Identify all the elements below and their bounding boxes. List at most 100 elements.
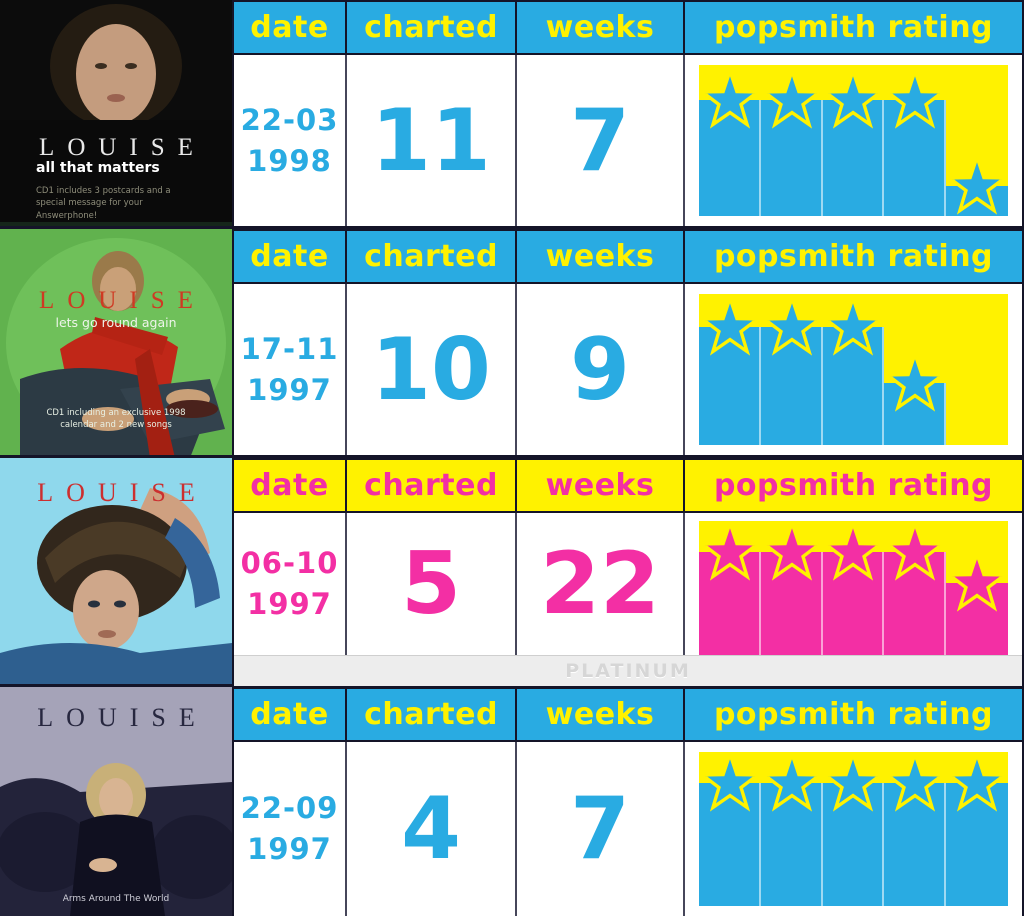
popsmith-rating-bars (699, 521, 1008, 655)
scarf-shape (135, 349, 175, 455)
face-shape (100, 267, 136, 311)
rating-bar (884, 383, 947, 445)
stats-table: date charted weeks popsmith rating 06-10… (232, 458, 1024, 686)
stats-table: date charted weeks popsmith rating 22-09… (232, 687, 1024, 916)
stats-table: date charted weeks popsmith rating 22-03… (232, 0, 1024, 226)
rating-cell (685, 284, 1022, 455)
header-date: date (234, 231, 347, 282)
face-shape (76, 24, 156, 124)
album-cover-lets-go-round-again: LOUISE lets go round again CD1 including… (0, 229, 232, 455)
popsmith-rating-bars (699, 752, 1008, 906)
rating-bar (699, 327, 761, 445)
rating-star-icon (699, 521, 761, 581)
rating-bar-slot (946, 294, 1008, 445)
release-row-lets-go-round-again: LOUISE lets go round again CD1 including… (0, 229, 1024, 458)
rating-star-icon (884, 521, 947, 581)
rating-bar-slot (884, 65, 947, 216)
rating-bar-slot (822, 65, 885, 216)
foot-shape (82, 407, 134, 431)
weeks-cell: 22 (517, 513, 685, 655)
date-line: 1997 (247, 587, 332, 621)
rating-bar-slot (946, 521, 1008, 655)
table-header: date charted weeks popsmith rating (234, 0, 1022, 55)
rating-bar (699, 99, 761, 216)
table-row: 22-09 1997 4 7 (234, 742, 1022, 916)
table-header: date charted weeks popsmith rating (234, 687, 1022, 742)
header-charted: charted (347, 2, 517, 53)
cover-photo (0, 229, 232, 455)
rating-bar-slot (699, 752, 761, 906)
date-line: 22-09 (240, 791, 339, 825)
charted-cell: 10 (347, 284, 517, 455)
cover-photo (0, 687, 232, 916)
date-cell: 17-11 1997 (234, 284, 347, 455)
rating-bar-slot (760, 294, 823, 445)
rating-bar-slot (760, 521, 823, 655)
rating-bar-slot (699, 521, 761, 655)
rating-star-icon (699, 67, 761, 129)
header-popsmith-rating: popsmith rating (713, 239, 994, 274)
rating-bar-slot (946, 65, 1008, 216)
header-charted: charted (347, 231, 517, 282)
rating-bar (822, 782, 885, 906)
rating-star-icon (822, 295, 885, 356)
charted-cell: 4 (347, 742, 517, 916)
rating-bar-slot (822, 752, 885, 906)
rating-bar (822, 551, 885, 655)
rating-star-icon (760, 752, 823, 812)
stats-table: date charted weeks popsmith rating 17-11… (232, 229, 1024, 455)
cover-caption: CD1 includes 3 postcards and a special m… (36, 186, 171, 221)
header-weeks: weeks (517, 689, 685, 740)
rating-bar (760, 551, 823, 655)
rating-cell (685, 513, 1022, 655)
date-cell: 06-10 1997 (234, 513, 347, 655)
date-line: 17-11 (240, 331, 339, 366)
rating-star-icon (699, 295, 761, 356)
date-line: 1997 (247, 832, 332, 866)
rating-bar (822, 99, 885, 216)
weeks-cell: 9 (517, 284, 685, 455)
face-shape (99, 778, 133, 820)
cover-artist: LOUISE (37, 478, 208, 507)
header-date: date (234, 2, 347, 53)
table-row: 17-11 1997 10 9 (234, 284, 1022, 455)
hand-shape (89, 858, 117, 872)
rating-bar (760, 327, 823, 445)
date-line: 06-10 (240, 546, 339, 580)
rating-bar (884, 99, 947, 216)
date-cell: 22-09 1997 (234, 742, 347, 916)
rating-bar (822, 327, 885, 445)
table-header: date charted weeks popsmith rating (234, 458, 1022, 513)
rating-bar (760, 782, 823, 906)
rating-star-icon (699, 752, 761, 812)
cover-title: Arms Around The World (62, 894, 170, 904)
popsmith-rating-bars (699, 65, 1008, 216)
cover-photo (0, 0, 232, 226)
cover-title: lets go round again (55, 315, 177, 330)
rating-bar-slot (822, 294, 885, 445)
table-header: date charted weeks popsmith rating (234, 229, 1022, 284)
rating-star-icon (760, 67, 823, 129)
rating-bar (884, 782, 947, 906)
rating-bar-slot (699, 65, 761, 216)
rating-cell (685, 55, 1022, 226)
rating-bar-slot (760, 752, 823, 906)
rating-star-icon (884, 67, 947, 129)
rating-bar-slot (699, 294, 761, 445)
header-date: date (234, 689, 347, 740)
album-cover-blue: LOUISE (0, 458, 232, 684)
header-charted: charted (347, 460, 517, 511)
release-row-all-that-matters: LOUISE all that matters CD1 includes 3 p… (0, 0, 1024, 229)
rating-bar-slot (884, 752, 947, 906)
cover-artist: LOUISE (39, 287, 206, 314)
rating-cell (685, 742, 1022, 916)
rating-bar (946, 782, 1008, 906)
table-row: 22-03 1998 11 7 (234, 55, 1022, 226)
rating-star-icon (760, 295, 823, 356)
rating-star-icon (822, 67, 885, 129)
album-cover-arms-around-the-world: LOUISE Arms Around The World (0, 687, 232, 916)
weeks-cell: 7 (517, 55, 685, 226)
date-line: 22-03 (240, 102, 339, 137)
cover-title: all that matters (36, 160, 160, 176)
rating-star-icon (884, 752, 947, 812)
